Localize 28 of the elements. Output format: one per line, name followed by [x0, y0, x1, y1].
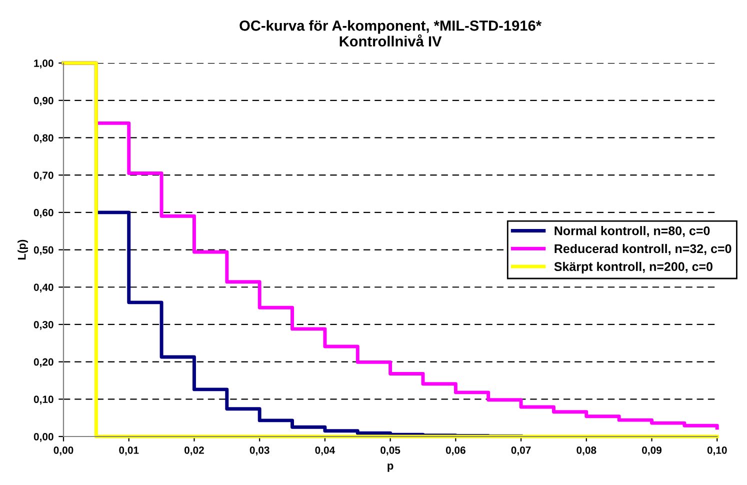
x-axis-title: p [388, 464, 394, 472]
y-tick-label: 0,60 [34, 208, 54, 218]
y-tick-label: 1,00 [34, 60, 54, 68]
y-tick-label: 0,30 [34, 320, 54, 330]
y-tick-label: 0,20 [34, 358, 54, 368]
x-tick-label: 0,04 [315, 446, 336, 456]
x-tick-label: 0,08 [576, 446, 596, 456]
x-tick-label: 0,03 [250, 446, 270, 456]
y-tick-label: 0,40 [34, 284, 54, 293]
x-tick-label: 0,01 [119, 446, 139, 456]
x-tick-label: 0,07 [511, 446, 531, 456]
y-tick-label: 0,50 [34, 246, 54, 256]
y-tick-label: 0,10 [34, 396, 54, 405]
legend-label: Normal kontroll, n=80, c=0 [554, 226, 710, 238]
x-tick-label: 0,00 [54, 446, 74, 456]
x-tick-label: 0,06 [446, 446, 466, 456]
x-tick-label: 0,02 [184, 446, 204, 456]
x-tick-label: 0,09 [642, 446, 662, 456]
y-tick-label: 0,80 [34, 134, 54, 144]
legend-label: Skärpt kontroll, n=200, c=0 [554, 262, 712, 274]
x-tick-label: 0,10 [707, 446, 727, 456]
legend-label: Reducerad kontroll, n=32, c=0 [554, 244, 732, 255]
y-tick-label: 0,00 [34, 433, 54, 442]
y-tick-label: 0,90 [34, 96, 54, 106]
x-tick-label: 0,05 [380, 446, 400, 456]
chart-title: OC-kurva för A-komponent, *MIL-STD-1916* Kontrollnivå IV [240, 20, 542, 47]
y-axis-title: L(p) [18, 240, 28, 260]
y-tick-label: 0,70 [34, 172, 54, 180]
